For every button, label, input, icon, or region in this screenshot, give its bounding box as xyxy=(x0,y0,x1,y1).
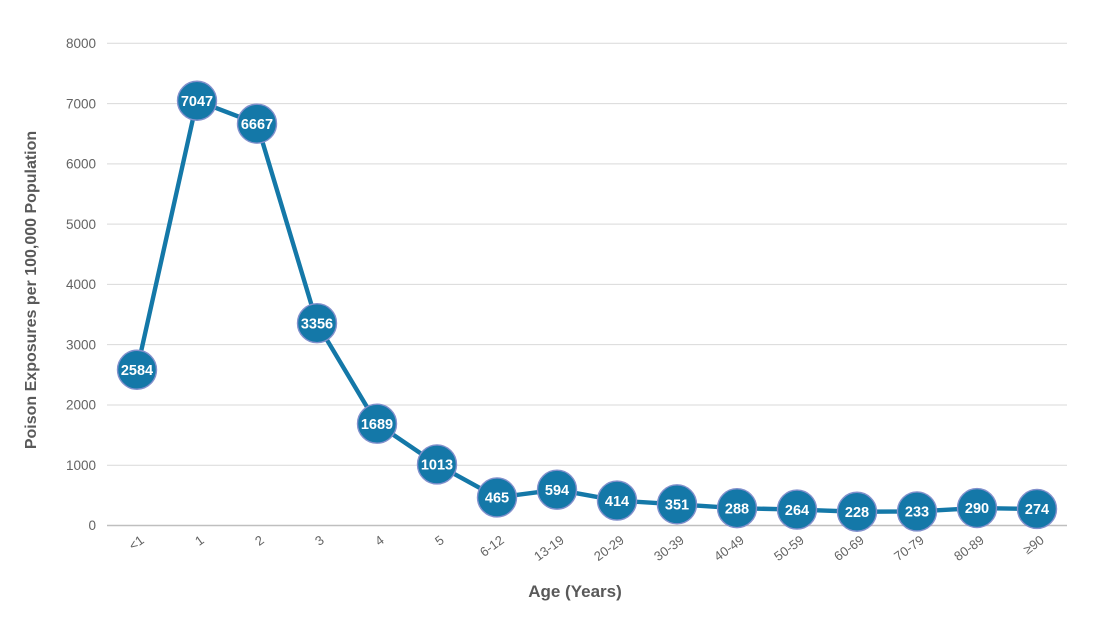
data-point-marker xyxy=(236,103,278,144)
data-point-label: 6667 xyxy=(241,117,273,133)
data-points-group: 2584 7047 6667 3356 1689 1013 465 594 414 351 288 2… xyxy=(116,80,1058,532)
series-line xyxy=(134,98,1040,514)
data-point: 2584 xyxy=(116,349,158,390)
data-point: 351 xyxy=(656,484,698,525)
y-tick-label: 5000 xyxy=(66,217,96,232)
data-point: 264 xyxy=(776,489,818,530)
data-point-marker xyxy=(116,349,158,390)
data-point-label: 594 xyxy=(545,483,569,499)
x-tick-label: 5 xyxy=(432,532,447,548)
y-tick-label: 2000 xyxy=(66,398,96,413)
data-point-marker xyxy=(176,80,218,121)
data-point-marker xyxy=(836,491,878,532)
data-point: 7047 xyxy=(176,80,218,121)
data-point-label: 228 xyxy=(845,505,869,521)
x-tick-label: 2 xyxy=(252,532,267,548)
data-point-marker xyxy=(596,480,638,521)
data-point-marker xyxy=(416,444,458,485)
data-point: 1013 xyxy=(416,444,458,485)
x-tick-label: 1 xyxy=(192,532,207,548)
data-point-label: 1013 xyxy=(421,458,453,474)
data-point: 414 xyxy=(596,480,638,521)
x-tick-label: 50-59 xyxy=(771,532,807,564)
y-tick-label: 0 xyxy=(88,518,96,533)
data-point-label: 233 xyxy=(905,505,929,521)
x-axis-tick-labels: <1 1 2 3 4 5 6-12 13-19 20-29 30-39 40-49 50-59 60-6… xyxy=(126,532,1047,564)
data-point-marker xyxy=(656,484,698,525)
data-point: 6667 xyxy=(236,103,278,144)
x-tick-label: 4 xyxy=(372,532,387,548)
data-point-label: 274 xyxy=(1025,502,1049,518)
data-point-label: 264 xyxy=(785,503,809,519)
x-tick-label: 30-39 xyxy=(651,532,687,564)
y-tick-label: 8000 xyxy=(66,36,96,51)
data-point-marker xyxy=(296,303,338,344)
data-point: 290 xyxy=(956,487,998,529)
data-point: 3356 xyxy=(296,303,338,344)
y-tick-label: 6000 xyxy=(66,157,96,172)
data-point-label: 288 xyxy=(725,501,749,517)
y-tick-label: 1000 xyxy=(66,458,96,473)
data-point: 233 xyxy=(896,491,938,532)
data-point-label: 1689 xyxy=(361,417,393,433)
data-point-marker xyxy=(356,403,398,444)
data-point: 465 xyxy=(476,477,518,518)
data-point-label: 7047 xyxy=(181,94,213,110)
x-tick-label: 80-89 xyxy=(951,532,987,564)
data-point-label: 290 xyxy=(965,501,989,517)
data-point-marker xyxy=(1016,488,1058,530)
data-point-marker xyxy=(716,487,758,529)
data-point-marker xyxy=(956,487,998,529)
x-tick-label: 60-69 xyxy=(831,532,867,564)
data-point-marker xyxy=(536,469,578,510)
data-point-label: 351 xyxy=(665,498,689,514)
x-tick-label: 6-12 xyxy=(477,532,507,559)
data-point: 274 xyxy=(1016,488,1058,530)
x-axis-title: Age (Years) xyxy=(528,582,622,601)
x-tick-label: 20-29 xyxy=(591,532,627,564)
y-tick-label: 7000 xyxy=(66,96,96,111)
x-tick-label: 13-19 xyxy=(531,532,567,564)
x-tick-label: 70-79 xyxy=(891,532,927,564)
y-axis-title: Poison Exposures per 100,000 Population xyxy=(23,131,40,449)
x-tick-label: <1 xyxy=(126,532,147,553)
y-tick-label: 3000 xyxy=(66,337,96,352)
data-point-marker xyxy=(776,489,818,530)
series-group xyxy=(134,98,1040,514)
y-axis-tick-labels: 0 1000 2000 3000 4000 5000 6000 7000 8000 xyxy=(66,36,96,533)
data-point: 1689 xyxy=(356,403,398,444)
data-point-label: 3356 xyxy=(301,316,333,332)
x-tick-label: 40-49 xyxy=(711,532,747,564)
x-tick-label: ≥90 xyxy=(1020,532,1046,557)
data-point-label: 465 xyxy=(485,491,509,507)
data-point-marker xyxy=(476,477,518,518)
y-tick-label: 4000 xyxy=(66,277,96,292)
data-point-label: 2584 xyxy=(121,363,153,379)
data-point-marker xyxy=(896,491,938,532)
data-point: 594 xyxy=(536,469,578,510)
data-point-label: 414 xyxy=(605,494,629,510)
data-point: 228 xyxy=(836,491,878,532)
data-point: 288 xyxy=(716,487,758,529)
x-tick-label: 3 xyxy=(312,532,327,548)
